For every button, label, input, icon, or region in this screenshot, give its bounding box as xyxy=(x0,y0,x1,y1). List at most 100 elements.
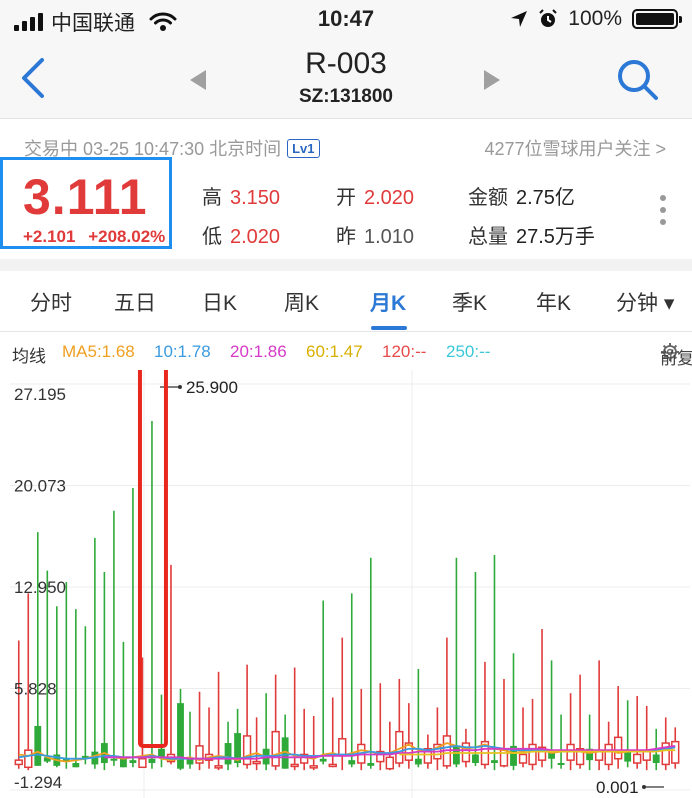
change-percent: +208.02% xyxy=(88,227,166,246)
candle-body xyxy=(414,758,422,765)
tab-minute[interactable]: 分钟 ▾ xyxy=(616,292,675,315)
battery-percent: 100% xyxy=(568,7,622,30)
candle-body xyxy=(319,758,327,762)
candle-body xyxy=(119,757,127,768)
high-stat: 高 3.150 xyxy=(202,181,280,210)
prev-close-value: 1.010 xyxy=(364,226,415,248)
followers-link[interactable]: 4277位雪球用户关注 > xyxy=(484,139,666,159)
level-badge[interactable]: Lv1 xyxy=(287,138,320,158)
candle-body xyxy=(34,725,42,766)
candle-body xyxy=(348,760,356,765)
candle-body xyxy=(491,760,498,764)
tab-quarterly-k[interactable]: 季K xyxy=(452,292,488,315)
candle-body xyxy=(72,763,80,768)
candle-body xyxy=(472,754,479,764)
ma-legend: 均线 MA5:1.68 10:1.78 20:1.86 60:1.47 120:… xyxy=(0,340,692,368)
active-tab-indicator xyxy=(371,326,407,330)
min-value-label: 0.001 xyxy=(596,778,639,797)
monthly-k-chart[interactable]: 27.195 20.073 12.950 5.828 -1.294 25.900 0.00… xyxy=(10,370,690,798)
back-chevron-icon[interactable] xyxy=(14,54,54,102)
candle-body xyxy=(385,756,394,770)
amount-stat: 金额 2.75亿 xyxy=(468,181,575,210)
section-divider xyxy=(0,259,692,271)
candle-body xyxy=(234,733,242,764)
candle-body xyxy=(138,757,147,769)
candle-body xyxy=(328,763,337,768)
low-stat: 低 2.020 xyxy=(202,220,280,249)
high-value: 3.150 xyxy=(230,187,281,209)
stock-code: SZ:131800 xyxy=(298,86,393,107)
period-tabs: 分时 五日 日K 周K 月K 季K 年K 分钟 ▾ xyxy=(0,271,692,332)
candle-body xyxy=(148,758,156,764)
candle-body xyxy=(613,736,623,760)
trade-status: 交易中 03-25 10:47:30 北京时间 xyxy=(24,139,282,159)
candle-body xyxy=(557,763,565,766)
next-stock-arrow-icon[interactable] xyxy=(484,70,500,90)
candle-body xyxy=(300,753,309,764)
candle-body xyxy=(129,760,137,764)
candle-body xyxy=(671,740,680,764)
ma-title: 均线 xyxy=(12,347,46,366)
volume-value: 27.5万手 xyxy=(516,226,595,248)
battery-icon xyxy=(632,9,682,29)
candle-body xyxy=(652,754,660,764)
ma60-line xyxy=(399,749,676,756)
candle-body xyxy=(510,745,517,766)
candle-body xyxy=(309,765,318,769)
prev-stock-arrow-icon[interactable] xyxy=(190,70,206,90)
tab-daily-k[interactable]: 日K xyxy=(202,292,238,315)
amount-label: 金额 xyxy=(468,187,508,209)
tab-intraday[interactable]: 分时 xyxy=(30,292,72,315)
ma60-value: 60:1.47 xyxy=(306,342,363,361)
change-amount: +2.101 xyxy=(23,227,76,246)
trade-status-line: 交易中 03-25 10:47:30 北京时间 Lv1 xyxy=(24,135,320,161)
ma5-value: MA5:1.68 xyxy=(62,342,135,361)
chart-annotations: 25.900 0.001 xyxy=(137,370,664,797)
highlight-box xyxy=(137,370,168,748)
candle-body xyxy=(594,750,604,761)
candle-body xyxy=(271,730,280,767)
candle-body xyxy=(452,745,460,765)
low-value: 2.020 xyxy=(230,226,281,248)
location-arrow-icon xyxy=(511,11,528,27)
candle-body xyxy=(158,748,165,758)
candle-body xyxy=(224,743,232,765)
candle-body xyxy=(604,743,613,766)
candle-body xyxy=(633,753,642,764)
ma-lines xyxy=(18,742,676,763)
carrier-label: 中国联通 xyxy=(51,12,135,35)
high-label: 高 xyxy=(202,187,222,209)
y-tick-label: 12.950 xyxy=(14,578,66,597)
low-label: 低 xyxy=(202,226,222,248)
candle-body xyxy=(110,758,118,761)
candle-body xyxy=(177,703,184,769)
candle-body xyxy=(423,748,433,764)
candle-body xyxy=(43,757,51,762)
ma250-value: 250:-- xyxy=(446,342,491,361)
status-left: 中国联通 xyxy=(14,7,177,37)
candle-body xyxy=(290,763,299,768)
more-dots-icon[interactable] xyxy=(660,195,666,231)
price-change: +2.101 +208.02% xyxy=(23,227,165,247)
candle-body xyxy=(624,750,632,762)
alarm-icon xyxy=(539,9,557,27)
tab-yearly-k[interactable]: 年K xyxy=(536,292,572,315)
candle-body xyxy=(338,738,347,757)
tab-monthly-k[interactable]: 月K xyxy=(370,292,407,315)
y-tick-label: 20.073 xyxy=(14,476,66,495)
candles xyxy=(14,420,680,771)
open-label: 开 xyxy=(336,187,356,209)
candle-body xyxy=(252,760,261,765)
ma120-value: 120:-- xyxy=(382,342,427,361)
y-axis-labels: 27.195 20.073 12.950 5.828 -1.294 xyxy=(14,385,66,792)
tab-weekly-k[interactable]: 周K xyxy=(284,292,320,315)
adjust-toggle[interactable]: 前复权 xyxy=(660,342,692,368)
ma20-value: 20:1.86 xyxy=(230,342,287,361)
max-value-label: 25.900 xyxy=(186,378,238,397)
status-right: 100% xyxy=(510,7,682,31)
candle-body xyxy=(575,748,585,766)
gear-icon xyxy=(661,343,679,361)
search-icon[interactable] xyxy=(614,56,660,102)
volume-stat: 总量 27.5万手 xyxy=(468,220,595,249)
tab-five-day[interactable]: 五日 xyxy=(114,292,156,315)
